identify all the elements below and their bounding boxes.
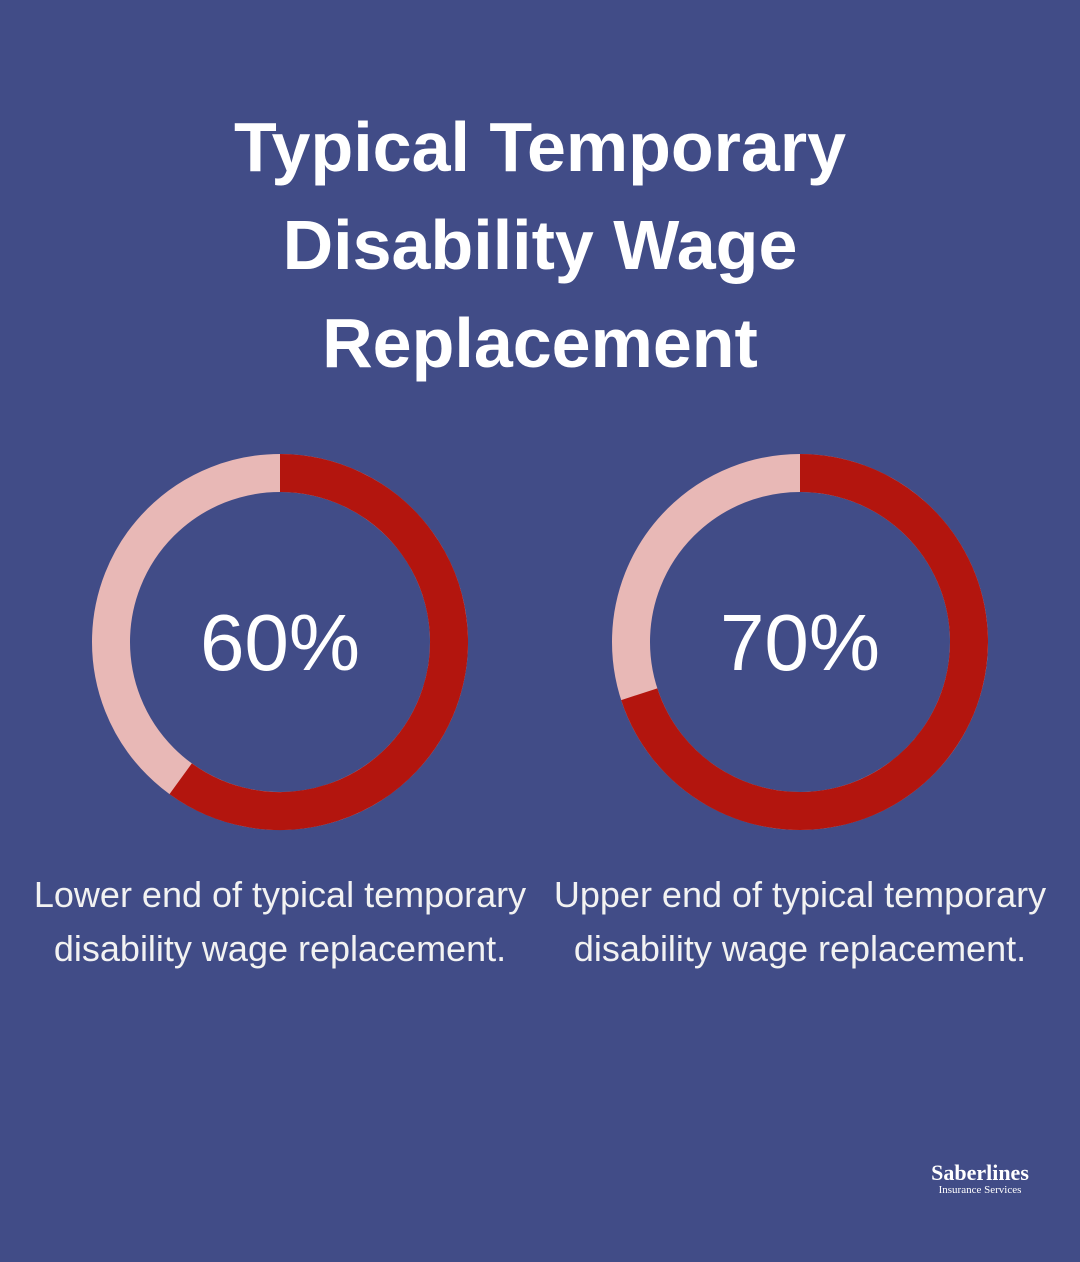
donut-arc (621, 454, 988, 830)
brand-tagline: Insurance Services (938, 1184, 1022, 1196)
caption: Lower end of typical temporary disabilit… (33, 874, 527, 969)
value-label: 60% (200, 598, 360, 687)
brand-name: Saberlines (931, 1160, 1029, 1185)
brand: Saberlines Insurance Services (900, 1160, 1060, 1197)
donut-arc (169, 454, 468, 830)
value-label: 70% (720, 598, 880, 687)
caption: Upper end of typical temporary disabilit… (553, 874, 1047, 969)
title: Typical Temporary Disability Wage Replac… (233, 108, 847, 382)
